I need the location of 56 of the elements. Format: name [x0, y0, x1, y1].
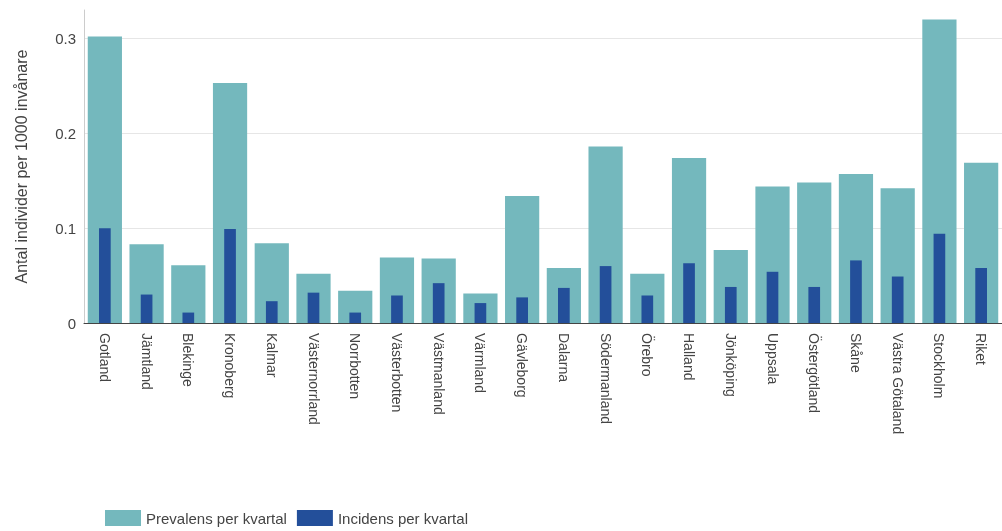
bar	[797, 182, 832, 323]
bar	[474, 303, 487, 323]
bar	[975, 267, 987, 323]
legend-label: Prevalens per kvartal	[146, 509, 287, 527]
x-tick-label: Dalarna	[555, 333, 572, 383]
bar	[391, 295, 403, 323]
bar	[171, 265, 206, 323]
x-tick-label: Kalmar	[263, 333, 280, 378]
x-tick-label: Gävleborg	[514, 333, 531, 398]
x-tick-label: Blekinge	[180, 333, 197, 387]
x-tick-label: Örebro	[639, 333, 657, 377]
bar	[432, 283, 445, 323]
x-tick-label: Södermanland	[597, 333, 614, 425]
bar	[808, 286, 821, 323]
bar	[599, 266, 612, 323]
bar	[265, 301, 278, 323]
x-tick-label: Uppsala	[764, 333, 781, 385]
x-tick-label: Västerbotten	[388, 333, 405, 413]
y-tick-label: 0.3	[55, 29, 76, 47]
bar	[307, 292, 320, 323]
y-axis-title: Antal individer per 1000 invånare	[12, 49, 30, 284]
bar	[724, 286, 737, 323]
bar	[683, 263, 695, 323]
x-tick-label: Jämtland	[138, 333, 155, 390]
bar	[850, 260, 862, 323]
bar	[99, 228, 111, 323]
x-tick-label: Jönköping	[722, 333, 739, 397]
bar	[558, 287, 570, 323]
bar	[891, 276, 904, 323]
x-tick-label: Värmland	[472, 333, 489, 393]
x-tick-label: Västmanland	[430, 333, 447, 415]
bar	[505, 195, 540, 323]
x-tick-label: Stockholm	[931, 333, 948, 399]
bar	[224, 229, 236, 323]
bar	[516, 297, 528, 323]
x-tick-label: Östergötland	[806, 333, 824, 414]
y-tick-label: 0.1	[55, 219, 76, 237]
legend-label: Incidens per kvartal	[337, 509, 468, 527]
y-tick-label: 0.2	[55, 124, 76, 142]
x-tick-label: Norrbotten	[347, 333, 364, 400]
bar	[140, 294, 153, 323]
x-tick-label: Riket	[973, 333, 990, 366]
bar	[922, 19, 957, 323]
x-tick-label: Halland	[681, 333, 698, 381]
bar	[766, 271, 779, 323]
x-tick-label: Västernorrland	[305, 333, 322, 425]
x-tick-label: Kronoberg	[222, 333, 239, 399]
bar	[254, 243, 289, 323]
bar	[933, 233, 946, 323]
y-tick-label: 0	[67, 314, 76, 332]
bar	[349, 312, 362, 323]
bar	[641, 295, 654, 323]
bar	[182, 312, 195, 323]
x-tick-label: Gotland	[96, 333, 113, 383]
x-tick-label: Skåne	[847, 333, 864, 373]
x-tick-label: Västra Götaland	[889, 333, 906, 435]
